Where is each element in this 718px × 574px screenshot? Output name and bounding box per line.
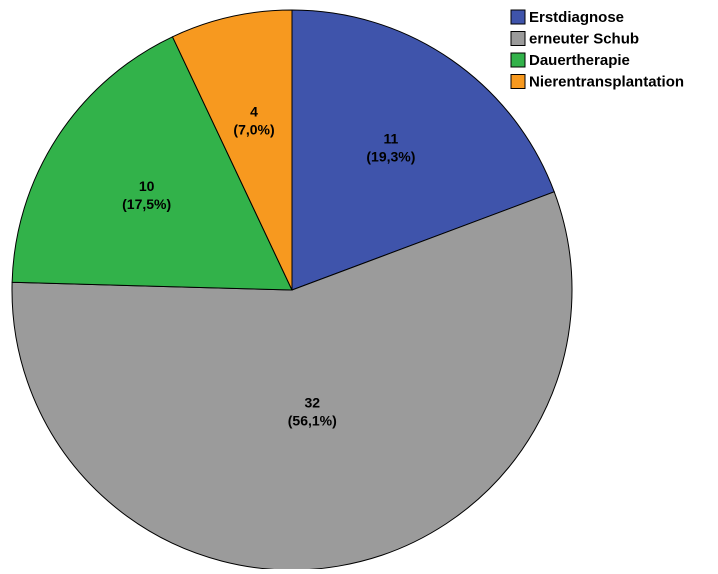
slice-labels: 11 (19,3%) 32 (56,1%) 10 (17,5%) 4 (7,0%) xyxy=(122,104,415,429)
legend-label: Erstdiagnose xyxy=(529,9,624,26)
legend-swatch xyxy=(510,52,526,68)
legend-label: Nierentransplantation xyxy=(529,74,684,91)
slice-count-label: 10 xyxy=(139,178,155,194)
slice-percent-label: (17,5%) xyxy=(122,196,171,212)
slice-percent-label: (19,3%) xyxy=(366,148,415,164)
legend: Erstdiagnose erneuter Schub Dauertherapie N… xyxy=(510,9,684,91)
slice-count-label: 32 xyxy=(304,395,320,411)
legend-swatch xyxy=(510,9,526,25)
pie-slices xyxy=(11,9,573,571)
pie-slice-1 xyxy=(291,9,555,291)
slice-count-label: 11 xyxy=(384,130,399,146)
legend-label: Dauertherapie xyxy=(529,52,630,69)
legend-label: erneuter Schub xyxy=(529,31,639,48)
slice-count-label: 4 xyxy=(250,104,258,120)
slice-percent-label: (56,1%) xyxy=(288,413,337,429)
pie-slice-3 xyxy=(11,36,293,291)
legend-swatch xyxy=(510,74,526,89)
slice-percent-label: (7,0%) xyxy=(233,122,274,138)
legend-swatch xyxy=(510,31,526,46)
pie-slice-4 xyxy=(171,9,293,291)
